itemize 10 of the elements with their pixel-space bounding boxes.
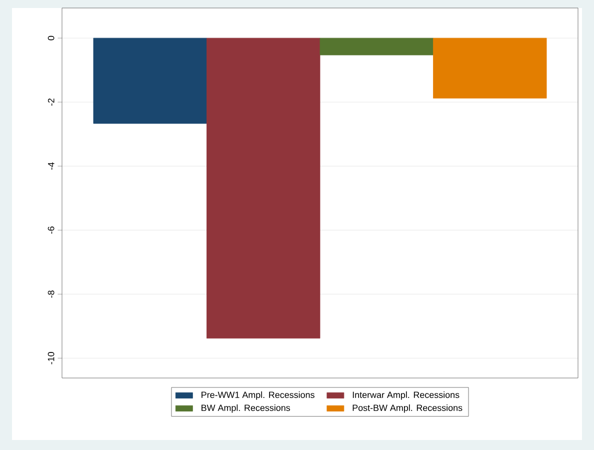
legend-label: Pre-WW1 Ampl. Recessions [202,391,314,400]
legend-label: BW Ampl. Recessions [202,404,290,413]
legend-label: Post-BW Ampl. Recessions [352,404,462,413]
legend-label: Interwar Ampl. Recessions [352,391,460,400]
y-tick-label: -6 [48,226,54,234]
y-tick-label: 0 [48,36,54,40]
y-tick-label: -2 [48,98,54,106]
y-tick-label: -10 [48,352,54,364]
y-tick-label: -4 [48,162,54,170]
y-tick-label: -8 [48,290,54,298]
